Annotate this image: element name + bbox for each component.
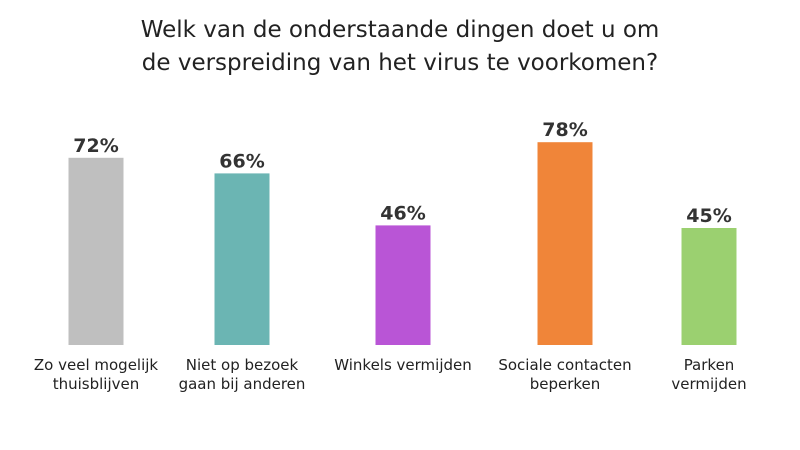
category-label-5-line-2: vermijden bbox=[671, 375, 746, 393]
category-label-3-line-1: Winkels vermijden bbox=[334, 356, 472, 374]
category-label-1-line-2: thuisblijven bbox=[53, 375, 140, 393]
bar-2 bbox=[214, 173, 270, 345]
bar-value-label-5: 45% bbox=[686, 205, 731, 227]
category-label-2-line-1: Niet op bezoek bbox=[186, 356, 299, 374]
bar-value-label-1: 72% bbox=[73, 135, 118, 157]
chart-title-line-2: de verspreiding van het virus te voorkom… bbox=[141, 50, 659, 76]
bar-value-label-3: 46% bbox=[380, 202, 425, 224]
bar-4 bbox=[537, 142, 593, 345]
bar-value-label-4: 78% bbox=[542, 119, 587, 141]
category-label-2-line-2: gaan bij anderen bbox=[179, 375, 306, 393]
category-label-5-line-1: Parken bbox=[684, 356, 735, 374]
bar-5 bbox=[681, 228, 737, 345]
bar-1 bbox=[68, 157, 124, 345]
bar-value-label-2: 66% bbox=[219, 150, 264, 172]
bar-3 bbox=[375, 225, 431, 345]
category-label-4-line-1: Sociale contacten bbox=[498, 356, 631, 374]
chart-title-line-1: Welk van de onderstaande dingen doet u o… bbox=[140, 17, 660, 43]
category-label-1-line-1: Zo veel mogelijk bbox=[34, 356, 159, 374]
category-label-4-line-2: beperken bbox=[530, 375, 601, 393]
chart-title: Welk van de onderstaande dingen doet u o… bbox=[0, 14, 800, 80]
